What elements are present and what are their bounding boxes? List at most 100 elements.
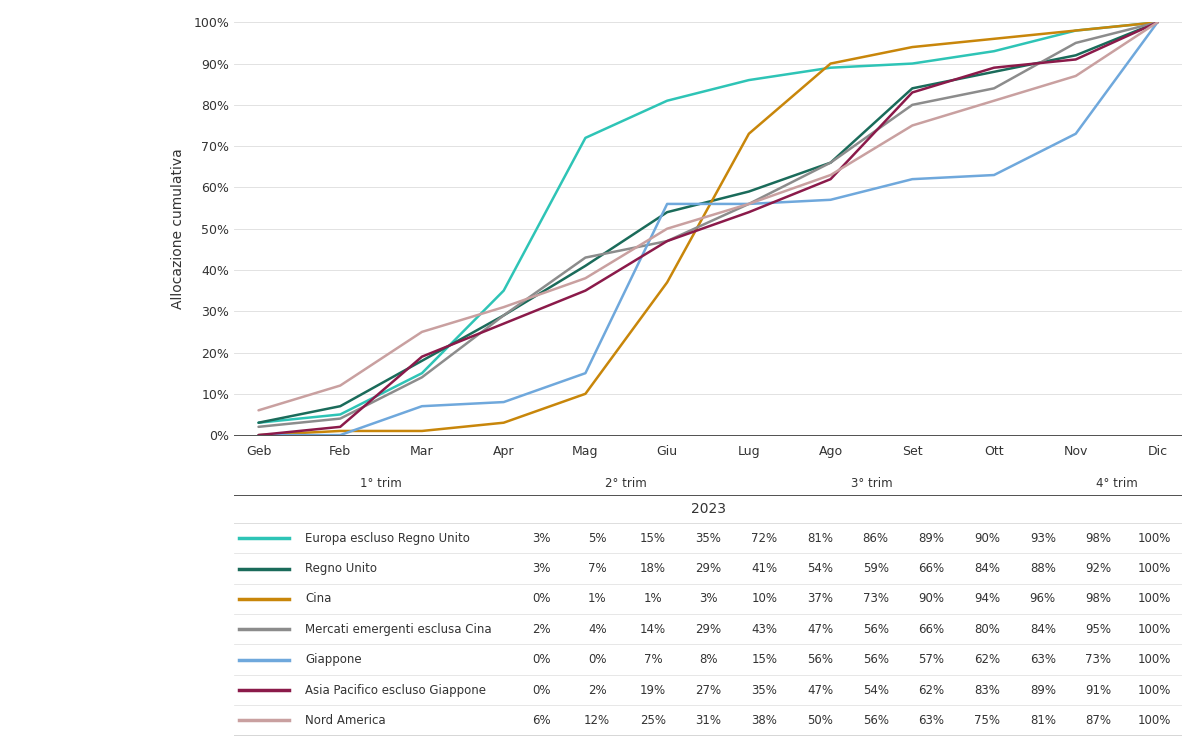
Text: Nov: Nov bbox=[1063, 445, 1088, 458]
Text: Mar: Mar bbox=[410, 445, 433, 458]
Text: 57%: 57% bbox=[918, 653, 944, 666]
Text: 84%: 84% bbox=[1030, 623, 1056, 636]
Text: Cina: Cina bbox=[305, 592, 331, 606]
Text: 31%: 31% bbox=[696, 714, 721, 727]
Text: 4%: 4% bbox=[588, 623, 606, 636]
Text: 63%: 63% bbox=[918, 714, 944, 727]
Text: 56%: 56% bbox=[863, 623, 889, 636]
Text: Nord America: Nord America bbox=[305, 714, 385, 727]
Text: 0%: 0% bbox=[533, 653, 551, 666]
Text: 50%: 50% bbox=[808, 714, 833, 727]
Text: 6%: 6% bbox=[532, 714, 551, 727]
Text: 100%: 100% bbox=[1138, 592, 1171, 606]
Text: 15%: 15% bbox=[751, 653, 778, 666]
Text: 19%: 19% bbox=[640, 684, 666, 696]
Text: 100%: 100% bbox=[1138, 562, 1171, 575]
Text: Mercati emergenti esclusa Cina: Mercati emergenti esclusa Cina bbox=[305, 623, 492, 636]
Text: 35%: 35% bbox=[696, 532, 721, 545]
Text: 62%: 62% bbox=[918, 684, 944, 696]
Text: 63%: 63% bbox=[1030, 653, 1056, 666]
Text: 14%: 14% bbox=[640, 623, 666, 636]
Text: 96%: 96% bbox=[1030, 592, 1056, 606]
Text: 92%: 92% bbox=[1085, 562, 1111, 575]
Text: 10%: 10% bbox=[751, 592, 778, 606]
Text: 18%: 18% bbox=[640, 562, 666, 575]
Text: 86%: 86% bbox=[863, 532, 889, 545]
Text: 35%: 35% bbox=[751, 684, 778, 696]
Text: 100%: 100% bbox=[1138, 532, 1171, 545]
Text: Giu: Giu bbox=[656, 445, 678, 458]
Y-axis label: Allocazione cumulativa: Allocazione cumulativa bbox=[170, 149, 185, 309]
Text: 98%: 98% bbox=[1086, 532, 1111, 545]
Text: 91%: 91% bbox=[1085, 684, 1111, 696]
Text: 2%: 2% bbox=[588, 684, 606, 696]
Text: 3%: 3% bbox=[533, 562, 551, 575]
Text: 56%: 56% bbox=[863, 653, 889, 666]
Text: 7%: 7% bbox=[643, 653, 662, 666]
Text: 15%: 15% bbox=[640, 532, 666, 545]
Text: 0%: 0% bbox=[533, 592, 551, 606]
Text: 81%: 81% bbox=[1030, 714, 1056, 727]
Text: Giappone: Giappone bbox=[305, 653, 361, 666]
Text: 73%: 73% bbox=[1086, 653, 1111, 666]
Text: 0%: 0% bbox=[588, 653, 606, 666]
Text: 3%: 3% bbox=[533, 532, 551, 545]
Text: 29%: 29% bbox=[696, 562, 721, 575]
Text: Set: Set bbox=[902, 445, 923, 458]
Text: 12%: 12% bbox=[584, 714, 611, 727]
Text: 93%: 93% bbox=[1030, 532, 1056, 545]
Text: 2° trim: 2° trim bbox=[606, 478, 647, 490]
Text: 66%: 66% bbox=[918, 623, 944, 636]
Text: 1%: 1% bbox=[643, 592, 662, 606]
Text: 4° trim: 4° trim bbox=[1096, 478, 1138, 490]
Text: 87%: 87% bbox=[1086, 714, 1111, 727]
Text: 2%: 2% bbox=[532, 623, 551, 636]
Text: 75%: 75% bbox=[974, 714, 1000, 727]
Text: 66%: 66% bbox=[918, 562, 944, 575]
Text: 43%: 43% bbox=[751, 623, 778, 636]
Text: 84%: 84% bbox=[974, 562, 1000, 575]
Text: 80%: 80% bbox=[974, 623, 1000, 636]
Text: Regno Unito: Regno Unito bbox=[305, 562, 377, 575]
Text: 81%: 81% bbox=[806, 532, 833, 545]
Text: 2023: 2023 bbox=[690, 502, 726, 516]
Text: 25%: 25% bbox=[640, 714, 666, 727]
Text: 100%: 100% bbox=[1138, 684, 1171, 696]
Text: 59%: 59% bbox=[863, 562, 889, 575]
Text: 1%: 1% bbox=[588, 592, 606, 606]
Text: 7%: 7% bbox=[588, 562, 606, 575]
Text: 47%: 47% bbox=[806, 684, 833, 696]
Text: Ago: Ago bbox=[818, 445, 842, 458]
Text: 54%: 54% bbox=[863, 684, 889, 696]
Text: 89%: 89% bbox=[1030, 684, 1056, 696]
Text: 88%: 88% bbox=[1030, 562, 1056, 575]
Text: 3° trim: 3° trim bbox=[851, 478, 893, 490]
Text: 100%: 100% bbox=[1138, 653, 1171, 666]
Text: Ott: Ott bbox=[984, 445, 1004, 458]
Text: 56%: 56% bbox=[863, 714, 889, 727]
Text: 38%: 38% bbox=[751, 714, 778, 727]
Text: 1° trim: 1° trim bbox=[360, 478, 402, 490]
Text: 100%: 100% bbox=[1138, 623, 1171, 636]
Text: Dic: Dic bbox=[1147, 445, 1168, 458]
Text: 94%: 94% bbox=[974, 592, 1000, 606]
Text: 83%: 83% bbox=[974, 684, 1000, 696]
Text: Europa escluso Regno Unito: Europa escluso Regno Unito bbox=[305, 532, 470, 545]
Text: 8%: 8% bbox=[700, 653, 718, 666]
Text: Mag: Mag bbox=[572, 445, 599, 458]
Text: Apr: Apr bbox=[493, 445, 515, 458]
Text: 27%: 27% bbox=[696, 684, 721, 696]
Text: 90%: 90% bbox=[974, 532, 1000, 545]
Text: 29%: 29% bbox=[696, 623, 721, 636]
Text: 41%: 41% bbox=[751, 562, 778, 575]
Text: 98%: 98% bbox=[1086, 592, 1111, 606]
Text: 100%: 100% bbox=[1138, 714, 1171, 727]
Text: 95%: 95% bbox=[1086, 623, 1111, 636]
Text: 54%: 54% bbox=[806, 562, 833, 575]
Text: 90%: 90% bbox=[918, 592, 944, 606]
Text: 89%: 89% bbox=[918, 532, 944, 545]
Text: Geb: Geb bbox=[246, 445, 271, 458]
Text: Asia Pacifico escluso Giappone: Asia Pacifico escluso Giappone bbox=[305, 684, 486, 696]
Text: 56%: 56% bbox=[806, 653, 833, 666]
Text: 47%: 47% bbox=[806, 623, 833, 636]
